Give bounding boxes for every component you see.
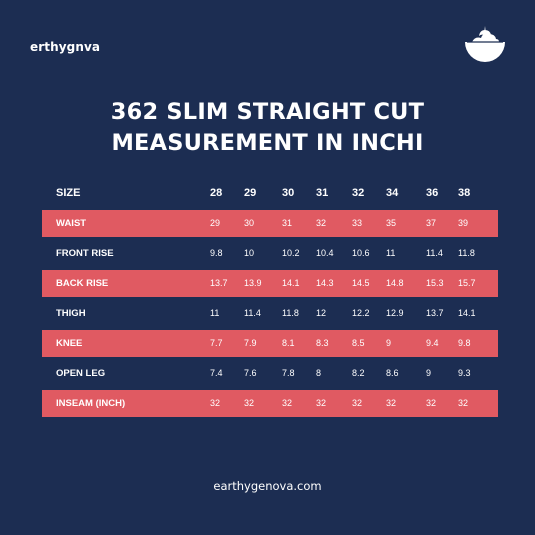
table-cell: 7.4	[210, 368, 223, 378]
table-cell: 39	[458, 218, 469, 228]
table-cell: 12.2	[352, 308, 370, 318]
table-cell: 32	[352, 398, 363, 408]
table-cell: 32	[386, 398, 397, 408]
table-cell: 29	[210, 218, 221, 228]
table-row: BACK RISE 13.7 13.9 14.1 14.3 14.5 14.8 15.3 15.…	[42, 270, 498, 297]
table-cell: 10	[244, 248, 255, 258]
table-row: WAIST 29 30 31 32 33 35 37 39	[42, 210, 498, 237]
table-cell: 14.3	[316, 278, 334, 288]
table-cell: 8.5	[352, 338, 365, 348]
table-cell: 8.3	[316, 338, 329, 348]
table-cell: 10.2	[282, 248, 300, 258]
table-cell: 10.4	[316, 248, 334, 258]
row-label: OPEN LEG	[56, 368, 106, 379]
table-header-row: SIZE 28 29 30 31 32 34 36 38	[42, 180, 498, 207]
row-label: THIGH	[56, 308, 86, 319]
footer-website: earthygenova.com	[213, 479, 322, 493]
table-cell: 9.3	[458, 368, 471, 378]
table-row: KNEE 7.7 7.9 8.1 8.3 8.5 9 9.4 9.8	[42, 330, 498, 357]
header-size-cell: 31	[316, 187, 329, 199]
table-row: INSEAM (INCH) 32 32 32 32 32 32 32 32	[42, 390, 498, 417]
table-cell: 32	[244, 398, 255, 408]
table-cell: 32	[282, 398, 293, 408]
table-cell: 32	[210, 398, 221, 408]
table-cell: 8.2	[352, 368, 365, 378]
table-cell: 35	[386, 218, 397, 228]
tree-bowl-logo-icon	[465, 26, 505, 62]
size-chart-table: SIZE 28 29 30 31 32 34 36 38 WAIST 29 30 31 32 33 35 3…	[42, 180, 498, 420]
table-cell: 33	[352, 218, 363, 228]
row-label: BACK RISE	[56, 278, 109, 289]
table-cell: 11	[210, 308, 220, 318]
table-cell: 14.8	[386, 278, 404, 288]
table-cell: 9.8	[210, 248, 223, 258]
table-cell: 13.9	[244, 278, 262, 288]
table-cell: 13.7	[426, 308, 444, 318]
table-cell: 7.7	[210, 338, 223, 348]
table-cell: 12	[316, 308, 327, 318]
table-cell: 37	[426, 218, 437, 228]
table-cell: 14.5	[352, 278, 370, 288]
table-cell: 11	[386, 248, 396, 258]
brand-wordmark: erthygnva	[30, 40, 101, 54]
table-cell: 11.4	[244, 308, 261, 318]
table-cell: 14.1	[282, 278, 300, 288]
title-line-1: 362 SLIM STRAIGHT CUT	[110, 99, 425, 125]
table-cell: 8.1	[282, 338, 295, 348]
table-cell: 11.8	[282, 308, 299, 318]
table-row: OPEN LEG 7.4 7.6 7.8 8 8.2 8.6 9 9.3	[42, 360, 498, 387]
table-cell: 10.6	[352, 248, 370, 258]
table-cell: 32	[316, 398, 327, 408]
header-size-cell: 29	[244, 187, 257, 199]
table-cell: 15.3	[426, 278, 444, 288]
table-cell: 8	[316, 368, 322, 378]
table-cell: 32	[426, 398, 437, 408]
header-size-cell: 36	[426, 187, 439, 199]
header-size-cell: 28	[210, 187, 223, 199]
table-row: FRONT RISE 9.8 10 10.2 10.4 10.6 11 11.4 11.8	[42, 240, 498, 267]
table-cell: 9	[386, 338, 392, 348]
table-cell: 11.4	[426, 248, 443, 258]
table-cell: 9	[426, 368, 432, 378]
table-cell: 11.8	[458, 248, 475, 258]
table-cell: 15.7	[458, 278, 476, 288]
header-size-cell: 34	[386, 187, 399, 199]
table-cell: 31	[282, 218, 293, 228]
row-label: INSEAM (INCH)	[56, 398, 126, 409]
table-cell: 12.9	[386, 308, 404, 318]
table-cell: 9.4	[426, 338, 439, 348]
table-cell: 7.6	[244, 368, 257, 378]
table-cell: 7.9	[244, 338, 257, 348]
header-size-cell: 32	[352, 187, 365, 199]
table-cell: 32	[316, 218, 327, 228]
table-cell: 9.8	[458, 338, 471, 348]
page-title: 362 SLIM STRAIGHT CUT MEASUREMENT IN INC…	[0, 97, 535, 159]
table-cell: 7.8	[282, 368, 295, 378]
table-row: THIGH 11 11.4 11.8 12 12.2 12.9 13.7 14.1	[42, 300, 498, 327]
row-label: WAIST	[56, 218, 87, 229]
title-line-2: MEASUREMENT IN INCHI	[111, 130, 424, 156]
table-cell: 13.7	[210, 278, 228, 288]
header-label-size: SIZE	[56, 187, 81, 199]
header-size-cell: 30	[282, 187, 295, 199]
row-label: KNEE	[56, 338, 83, 349]
table-cell: 14.1	[458, 308, 476, 318]
table-cell: 30	[244, 218, 255, 228]
table-cell: 32	[458, 398, 469, 408]
row-label: FRONT RISE	[56, 248, 114, 259]
header-size-cell: 38	[458, 187, 471, 199]
table-cell: 8.6	[386, 368, 399, 378]
